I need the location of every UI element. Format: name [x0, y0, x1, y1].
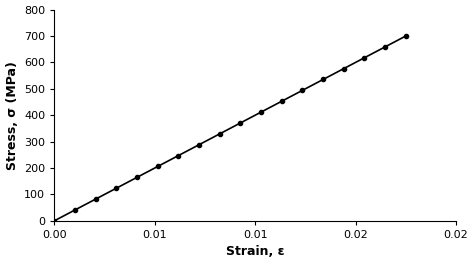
X-axis label: Strain, ε: Strain, ε [226, 246, 284, 258]
Y-axis label: Stress, σ (MPa): Stress, σ (MPa) [6, 61, 18, 170]
